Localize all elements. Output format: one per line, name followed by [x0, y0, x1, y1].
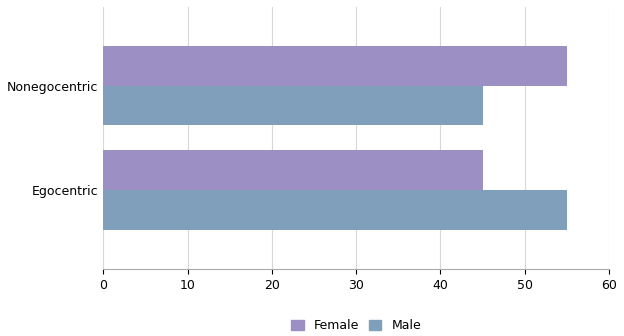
Bar [103, 46, 567, 85]
Bar [103, 151, 482, 190]
Bar [103, 85, 482, 125]
Legend: Female, Male: Female, Male [286, 314, 426, 336]
Bar [103, 190, 567, 230]
